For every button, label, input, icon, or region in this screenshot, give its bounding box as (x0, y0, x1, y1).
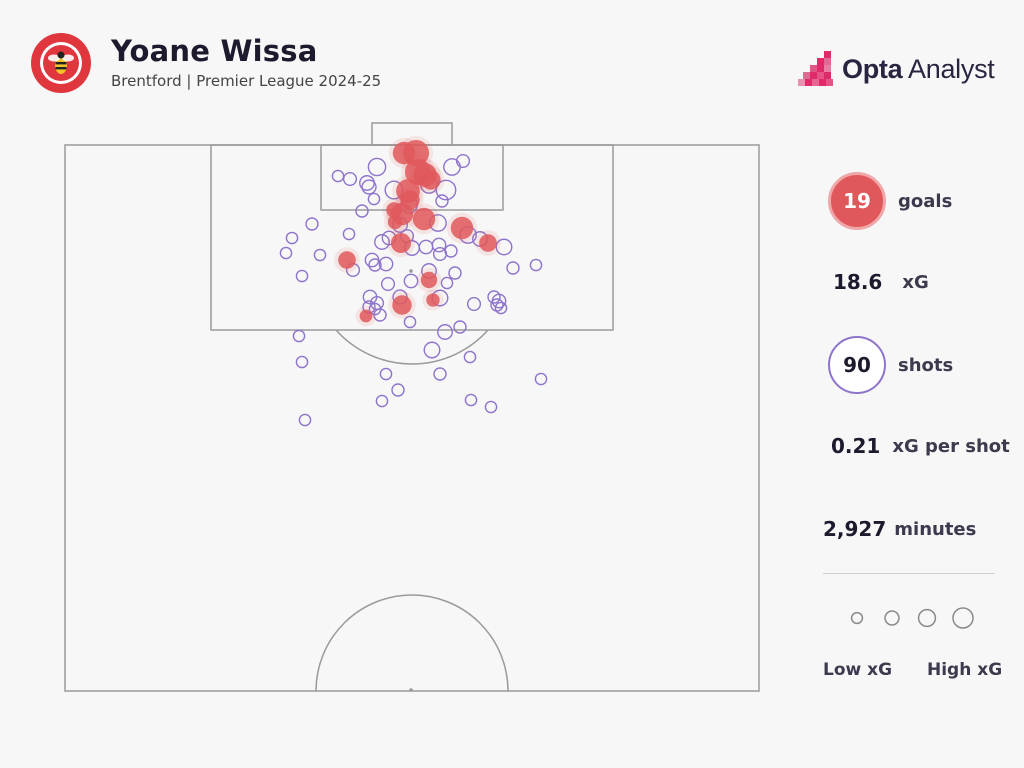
shot-marker-no-goal (298, 413, 312, 427)
shot-marker-no-goal (431, 237, 447, 253)
shot-marker-no-goal (305, 217, 319, 231)
shot-marker-no-goal (506, 261, 520, 275)
penalty-spot (409, 269, 413, 273)
shot-marker-no-goal (285, 231, 299, 245)
shot-marker-no-goal (487, 290, 501, 304)
shot-marker-no-goal (484, 400, 498, 414)
shot-marker-no-goal (378, 256, 394, 272)
shot-marker-no-goal (367, 192, 381, 206)
shot-marker-goal (338, 251, 356, 269)
shot-marker-no-goal (295, 269, 309, 283)
xg-label: xG (902, 271, 929, 293)
brentford-club-badge (31, 33, 91, 93)
opta-analyst-wordmark: Opta Analyst (842, 53, 995, 85)
shot-marker-no-goal (443, 158, 461, 176)
shot-marker-goal (421, 170, 441, 190)
shot-marker-no-goal (453, 320, 467, 334)
shot-marker-no-goal (342, 227, 356, 241)
shot-marker-no-goal (418, 239, 434, 255)
shot-marker-no-goal (368, 258, 382, 272)
legend-size-circle (884, 610, 900, 626)
shot-marker-no-goal (529, 258, 543, 272)
legend-low-xg-label: Low xG (823, 660, 893, 680)
shot-marker-no-goal (437, 324, 453, 340)
shots-layer (279, 135, 548, 427)
player-name-title: Yoane Wissa (111, 34, 318, 68)
shot-marker-goal (390, 232, 412, 254)
centre-circle (315, 594, 509, 692)
shot-marker-no-goal (374, 234, 390, 250)
shot-marker-goal (387, 214, 403, 230)
shot-marker-no-goal (361, 179, 377, 195)
shot-marker-goal (392, 295, 412, 315)
goals-stat: 19 goals (828, 172, 952, 230)
minutes-stat: 2,927 minutes (823, 517, 976, 541)
shot-marker-no-goal (435, 179, 457, 201)
penalty-arc (335, 329, 489, 365)
xg-stat: 18.6 xG (833, 270, 929, 294)
shot-marker-no-goal (464, 393, 478, 407)
xg-value: 18.6 (833, 270, 883, 294)
shot-marker-no-goal (448, 266, 462, 280)
shot-marker-no-goal (292, 329, 306, 343)
brand-regular-text: Analyst (902, 53, 995, 84)
shot-marker-no-goal (375, 394, 389, 408)
shots-stat: 90 shots (828, 336, 953, 394)
xg-per-shot-value: 0.21 (831, 434, 881, 458)
shot-marker-no-goal (380, 276, 396, 292)
shot-marker-no-goal (495, 238, 513, 256)
shot-map-pitch (64, 122, 760, 692)
shot-marker-no-goal (440, 276, 454, 290)
shot-marker-goal (359, 309, 373, 323)
opta-analyst-logo: Opta Analyst (798, 48, 1008, 90)
shot-marker-goal (412, 207, 436, 231)
shot-marker-goal (426, 293, 440, 307)
shot-marker-no-goal (403, 315, 417, 329)
shot-marker-no-goal (331, 169, 345, 183)
team-season-subtitle: Brentford | Premier League 2024-25 (111, 72, 382, 90)
xg-per-shot-label: xG per shot (892, 435, 1010, 457)
shot-marker-no-goal (313, 248, 327, 262)
shots-label: shots (898, 354, 954, 376)
shot-marker-no-goal (433, 367, 447, 381)
stats-divider (823, 573, 995, 574)
goals-label: goals (898, 190, 953, 212)
minutes-label: minutes (894, 518, 977, 540)
shot-marker-goal (402, 139, 430, 167)
opta-mark-icon (798, 51, 833, 86)
shot-marker-goal (450, 216, 474, 240)
legend-size-circle (917, 608, 937, 628)
shot-marker-no-goal (403, 273, 419, 289)
xg-per-shot-stat: 0.21 xG per shot (831, 434, 1010, 458)
minutes-value: 2,927 (823, 517, 887, 541)
brand-bold-text: Opta (842, 53, 903, 84)
shot-marker-no-goal (367, 157, 387, 177)
shot-marker-no-goal (534, 372, 548, 386)
shot-marker-no-goal (295, 355, 309, 369)
legend-size-circle (952, 607, 974, 629)
shot-marker-no-goal (463, 350, 477, 364)
shot-marker-no-goal (435, 194, 449, 208)
shots-count-badge: 90 (828, 336, 886, 394)
shot-marker-no-goal (432, 246, 448, 262)
shot-marker-goal (420, 271, 438, 289)
centre-spot (409, 688, 413, 692)
shot-marker-no-goal (355, 204, 369, 218)
goals-count-badge: 19 (828, 172, 886, 230)
shot-marker-goal (479, 234, 497, 252)
shot-marker-no-goal (373, 308, 387, 322)
shot-marker-no-goal (279, 246, 293, 260)
shot-marker-no-goal (423, 341, 441, 359)
shot-marker-no-goal (342, 171, 358, 187)
shot-marker-no-goal (391, 383, 405, 397)
shot-marker-no-goal (494, 301, 508, 315)
legend-size-circle (850, 611, 864, 625)
xg-size-legend (850, 607, 974, 629)
legend-high-xg-label: High xG (927, 660, 1003, 680)
legend-circles (850, 607, 974, 629)
shot-marker-no-goal (466, 296, 482, 312)
shot-marker-no-goal (455, 153, 471, 169)
shot-marker-no-goal (379, 367, 393, 381)
